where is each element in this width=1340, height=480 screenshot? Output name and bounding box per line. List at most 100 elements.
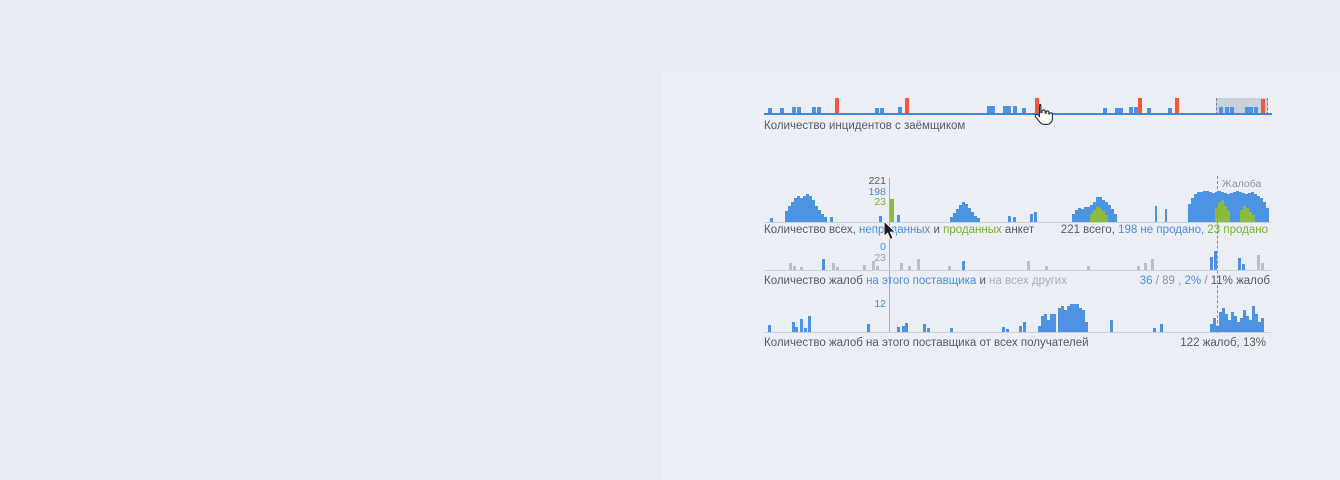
chart-complaints-recipients[interactable] <box>764 303 1271 333</box>
text-segment: 36 <box>1139 275 1153 287</box>
bar <box>1013 217 1016 222</box>
bar <box>1248 193 1251 222</box>
bar <box>1079 308 1082 332</box>
bar <box>962 202 965 222</box>
bar <box>974 216 977 222</box>
bar <box>1249 212 1252 222</box>
bar <box>1058 308 1061 332</box>
bar <box>905 98 909 113</box>
chart-complaints-recipients-baseline <box>764 332 1271 333</box>
chart-questionnaires-summary: 221 всего, 198 не продано, 23 продано <box>1061 224 1268 237</box>
bar <box>1203 191 1206 222</box>
chart-incidents[interactable] <box>764 84 1272 115</box>
bar <box>875 108 879 113</box>
bar <box>789 263 792 270</box>
bar <box>1218 202 1221 222</box>
bar <box>1261 263 1264 270</box>
bar <box>791 202 794 222</box>
bar <box>800 198 803 222</box>
bar <box>1147 108 1151 113</box>
bar <box>1144 263 1147 270</box>
bar <box>1041 316 1044 332</box>
text-segment: непроданных <box>858 224 931 236</box>
bar <box>1215 208 1218 222</box>
bar <box>1090 205 1093 222</box>
bar <box>1263 202 1266 222</box>
bar <box>950 217 953 222</box>
bar <box>876 266 879 270</box>
text-segment: 0 <box>880 241 886 253</box>
bar <box>768 108 772 113</box>
pointer-hand-cursor <box>1034 103 1053 125</box>
bar <box>1227 211 1230 222</box>
bar <box>1230 193 1233 222</box>
bar <box>780 108 784 113</box>
bar <box>1064 310 1067 332</box>
bar <box>1038 326 1041 332</box>
bar <box>977 218 980 222</box>
bar <box>1240 318 1243 332</box>
bar <box>792 322 795 332</box>
bar <box>1221 200 1224 222</box>
bar <box>1085 322 1088 332</box>
panel-background <box>662 72 1340 480</box>
text-segment: Количество жалоб <box>764 275 867 287</box>
bar <box>788 206 791 222</box>
bar <box>1103 108 1107 113</box>
bar <box>809 196 812 222</box>
bar <box>1261 99 1265 113</box>
bar <box>1212 193 1215 222</box>
bar <box>1214 251 1217 270</box>
bar <box>908 266 911 270</box>
bar <box>1168 108 1172 113</box>
bar <box>897 215 900 222</box>
bar <box>768 325 771 332</box>
bar <box>1027 261 1030 270</box>
bar <box>1194 194 1197 222</box>
bar <box>1213 318 1216 332</box>
bar <box>1153 328 1156 332</box>
chart-complaints-recipients-axis-labels: 12 <box>874 299 886 310</box>
text-segment: 11% жалоб <box>1210 275 1270 287</box>
bar <box>1209 192 1212 222</box>
bar <box>1243 310 1246 332</box>
bar <box>1110 320 1113 332</box>
bar <box>927 328 930 332</box>
bar <box>1047 320 1050 332</box>
bar <box>1067 306 1070 332</box>
bar <box>890 199 894 222</box>
chart-complaints-vs-others-summary: 36 / 89 , 2% / 11% жалоб <box>1140 275 1270 288</box>
chart-complaints-vs-others[interactable] <box>764 250 1271 271</box>
bar <box>1266 208 1269 222</box>
bar <box>987 106 991 113</box>
bar <box>803 196 806 222</box>
bar <box>1111 209 1114 222</box>
chart-incidents-title: Количество инцидентов с заёмщиком <box>764 120 966 132</box>
bar <box>1105 202 1108 222</box>
bar <box>1219 107 1223 113</box>
chart-complaints-vs-others-baseline <box>764 270 1271 271</box>
text-segment: 2% <box>1184 275 1202 287</box>
bar <box>1129 107 1133 113</box>
bar <box>1230 107 1234 113</box>
bar <box>917 259 920 270</box>
chart-questionnaires[interactable] <box>764 190 1271 223</box>
bar <box>830 217 833 222</box>
crosshair-line <box>889 178 890 332</box>
text-segment: 23 <box>874 196 886 208</box>
bar <box>1219 312 1222 332</box>
bar <box>905 323 908 332</box>
bar <box>1072 214 1075 222</box>
bar <box>817 107 821 113</box>
bar <box>1260 198 1263 222</box>
bar <box>962 261 965 270</box>
bar <box>1245 107 1249 113</box>
bar <box>1243 206 1246 222</box>
bar <box>1238 258 1241 270</box>
chart-incidents-baseline <box>764 113 1272 115</box>
bar <box>1257 196 1260 222</box>
bar <box>1255 314 1258 332</box>
bar <box>1013 106 1017 113</box>
text-segment: 221 всего, <box>1060 224 1119 236</box>
bar <box>822 259 825 270</box>
